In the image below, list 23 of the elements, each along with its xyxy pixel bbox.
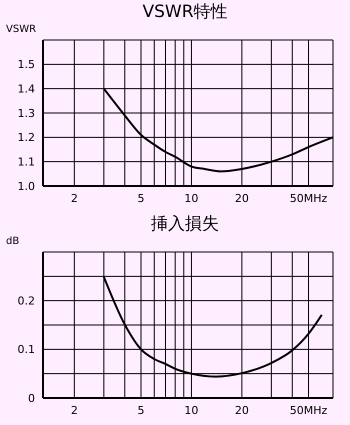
x-tick-label: 10 — [184, 192, 198, 205]
y-tick-label: 0.2 — [18, 294, 35, 308]
x-tick-label: 20 — [234, 404, 249, 417]
x-tick-label: 5 — [138, 192, 145, 205]
y-tick-label: 1.1 — [18, 156, 35, 169]
x-tick-label: 2 — [70, 404, 78, 417]
chart-title: 挿入損失 — [150, 213, 220, 236]
y-tick-label: 1.4 — [18, 82, 35, 96]
x-tick-label: 10 — [184, 404, 198, 417]
chart-title: VSWR特性 — [141, 1, 229, 24]
x-tick-label: 50MHz — [290, 404, 328, 417]
y-axis-title: VSWR — [6, 24, 36, 35]
x-tick-label: 5 — [138, 404, 145, 417]
x-tick-label: 2 — [70, 192, 78, 205]
y-tick-label: 1.0 — [18, 180, 35, 193]
y-tick-label: 0 — [28, 392, 35, 405]
y-tick-label: 1.3 — [18, 106, 35, 120]
y-axis-title: dB — [6, 236, 20, 247]
x-tick-label: 50MHz — [290, 192, 328, 205]
y-tick-label: 1.5 — [18, 58, 35, 72]
y-tick-label: 0.1 — [18, 343, 35, 356]
y-tick-label: 1.2 — [18, 131, 35, 144]
x-tick-label: 20 — [234, 192, 249, 205]
